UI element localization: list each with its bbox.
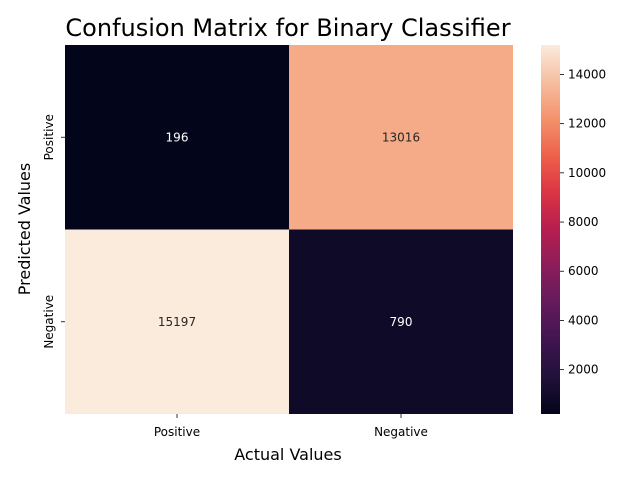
colorbar-tick-label: 10000 (568, 166, 606, 180)
y-axis-label: Predicted Values (15, 163, 34, 295)
colorbar-tick-label: 6000 (568, 264, 599, 278)
heatmap-cells (65, 45, 513, 414)
heatmap-cell-value: 13016 (382, 130, 420, 144)
x-tick-label: Negative (374, 425, 428, 439)
colorbar-tick-label: 2000 (568, 363, 599, 377)
colorbar-tick-label: 4000 (568, 313, 599, 327)
heatmap-cell (65, 45, 289, 230)
y-axis-ticks: Positive Negative (42, 114, 65, 349)
heatmap-cell-value: 15197 (158, 315, 196, 329)
x-axis-label: Actual Values (234, 445, 341, 464)
heatmap-cell (289, 229, 513, 414)
y-tick-label: Positive (42, 114, 56, 160)
heatmap-cell-value: 196 (166, 130, 189, 144)
x-tick-label: Positive (154, 425, 200, 439)
colorbar (541, 45, 560, 414)
heatmap-cell (289, 45, 513, 230)
heatmap-cell-value: 790 (390, 315, 413, 329)
chart-title: Confusion Matrix for Binary Classifier (65, 14, 510, 42)
y-tick-label: Negative (42, 295, 56, 349)
heatmap-cell-labels: 196 13016 15197 790 (158, 130, 420, 329)
colorbar-tick-label: 8000 (568, 215, 599, 229)
colorbar-ticks: 2000 4000 6000 8000 10000 12000 14000 (560, 67, 606, 377)
colorbar-tick-label: 14000 (568, 67, 606, 81)
heatmap-cell (65, 229, 289, 414)
x-axis-ticks: Positive Negative (154, 414, 428, 439)
colorbar-tick-label: 12000 (568, 117, 606, 131)
